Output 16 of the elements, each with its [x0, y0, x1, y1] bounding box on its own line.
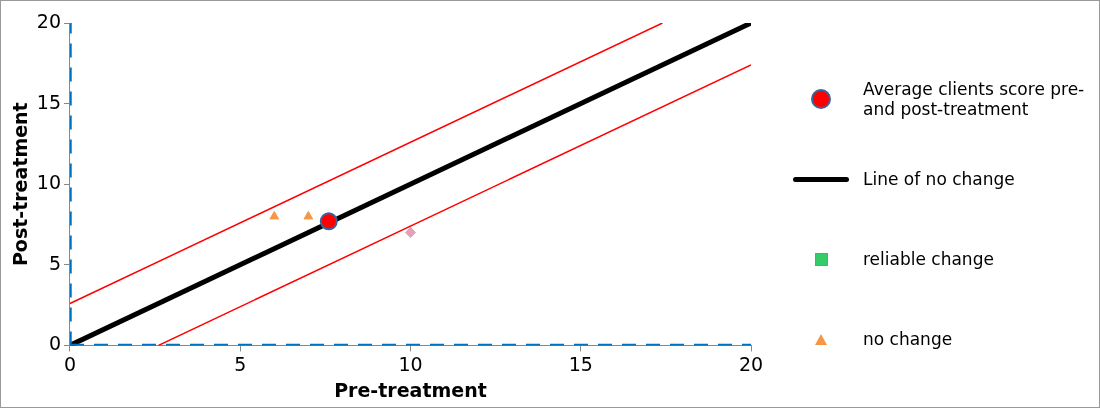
- y-tick-label: 10: [36, 171, 61, 194]
- legend-label: Line of no change: [863, 169, 1015, 189]
- x-tick-label: 15: [568, 352, 593, 375]
- y-tick-label: 0: [48, 332, 61, 355]
- x-tick-label: 20: [738, 352, 764, 375]
- x-tick-label: 5: [234, 352, 247, 375]
- x-axis-title: Pre-treatment: [334, 378, 487, 401]
- y-tick-label: 15: [36, 90, 61, 113]
- y-axis-title: Post-treatment: [9, 102, 32, 267]
- legend-label: Average clients score pre- and post-treatment: [863, 79, 1086, 119]
- y-tick-label: 5: [48, 251, 61, 274]
- legend-label: no change: [863, 329, 953, 349]
- y-tick-label: 20: [36, 9, 61, 32]
- x-tick-label: 0: [63, 352, 77, 375]
- legend-label: reliable change: [863, 249, 994, 269]
- x-tick-label: 10: [398, 352, 423, 375]
